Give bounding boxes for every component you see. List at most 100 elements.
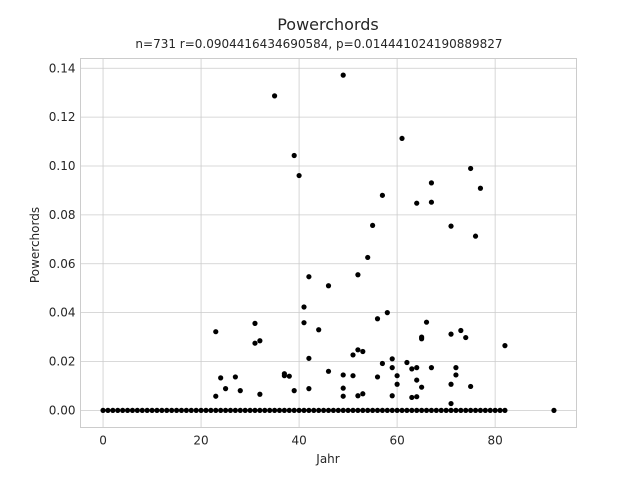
data-point: [232, 407, 238, 413]
y-tick-label: 0.06: [49, 257, 76, 271]
data-point: [188, 407, 194, 413]
data-point: [502, 407, 508, 413]
data-point: [477, 185, 484, 191]
data-point: [428, 407, 435, 413]
data-point: [257, 391, 263, 397]
data-point: [316, 327, 322, 333]
data-point: [453, 372, 459, 378]
data-point: [340, 385, 346, 391]
data-point: [271, 93, 278, 99]
data-point: [301, 304, 307, 310]
data-point: [252, 320, 258, 326]
data-point: [365, 254, 371, 261]
data-point: [237, 388, 243, 394]
data-point: [301, 320, 307, 326]
data-point: [365, 407, 371, 413]
data-point: [443, 407, 449, 413]
y-tick-labels: 0.00 0.02 0.04 0.06 0.08 0.10 0.12 0.14: [49, 61, 76, 417]
data-point: [262, 407, 268, 413]
data-point: [360, 348, 366, 355]
data-point: [458, 327, 464, 334]
data-point: [252, 407, 258, 413]
data-point: [384, 310, 390, 316]
data-point: [379, 360, 386, 367]
data-point: [227, 407, 234, 413]
data-point: [306, 274, 312, 280]
data-point: [463, 334, 469, 341]
data-point: [222, 386, 229, 392]
data-point: [178, 407, 185, 413]
data-point: [355, 407, 361, 413]
data-point: [286, 407, 292, 413]
data-point: [355, 272, 361, 278]
data-point: [448, 400, 454, 407]
data-point: [477, 407, 484, 413]
data-point: [100, 407, 106, 413]
data-point: [551, 407, 557, 413]
data-point: [453, 407, 459, 413]
data-point: [325, 407, 332, 413]
data-point: [345, 407, 351, 413]
data-point: [399, 407, 405, 413]
data-point: [213, 407, 219, 413]
data-point: [271, 407, 278, 413]
data-point: [169, 407, 175, 413]
data-point: [379, 407, 386, 413]
chart-title: Powerchords: [277, 15, 379, 34]
data-point: [389, 407, 395, 413]
data-point: [325, 283, 332, 289]
data-point: [448, 331, 454, 337]
data-point: [247, 407, 253, 413]
data-point: [414, 200, 420, 206]
x-tick-label: 80: [487, 434, 502, 448]
y-tick-label: 0.14: [49, 61, 76, 75]
data-point: [159, 407, 165, 413]
data-point: [409, 366, 415, 372]
data-point: [389, 365, 395, 371]
data-point: [404, 359, 410, 366]
x-axis-label: Jahr: [315, 452, 339, 466]
y-axis-label: Powerchords: [28, 207, 42, 283]
data-point: [115, 407, 121, 413]
data-point: [414, 365, 420, 371]
data-point: [394, 373, 400, 379]
x-tick-label: 60: [389, 434, 404, 448]
data-point: [124, 407, 131, 413]
x-tick-label: 40: [291, 434, 306, 448]
chart-subtitle: n=731 r=0.0904416434690584, p=0.01444102…: [135, 37, 502, 51]
data-point: [389, 393, 395, 399]
data-point: [208, 407, 214, 413]
data-point: [438, 407, 444, 413]
data-point: [316, 407, 322, 413]
plot-frame: [80, 58, 577, 428]
data-point: [296, 407, 302, 413]
data-point: [374, 407, 381, 413]
data-point: [419, 407, 425, 413]
data-point: [340, 407, 346, 413]
data-point: [301, 407, 307, 413]
y-tick-label: 0.10: [49, 159, 76, 173]
data-point: [394, 407, 400, 413]
data-point: [370, 222, 376, 229]
data-point: [428, 180, 435, 186]
data-point: [286, 373, 292, 379]
data-point: [350, 373, 356, 379]
data-point: [198, 407, 204, 413]
data-point: [237, 407, 243, 413]
data-point: [453, 365, 459, 371]
data-point: [384, 407, 390, 413]
data-point: [414, 394, 420, 400]
data-point: [340, 393, 346, 399]
data-point: [164, 407, 170, 413]
y-tick-label: 0.12: [49, 110, 76, 124]
data-point: [458, 407, 464, 413]
data-point: [428, 365, 435, 371]
data-point: [355, 393, 361, 399]
data-point: [414, 377, 420, 383]
data-point: [374, 316, 381, 322]
data-point: [340, 72, 346, 78]
data-point: [482, 407, 488, 413]
data-point: [134, 407, 140, 413]
data-point: [389, 356, 395, 362]
